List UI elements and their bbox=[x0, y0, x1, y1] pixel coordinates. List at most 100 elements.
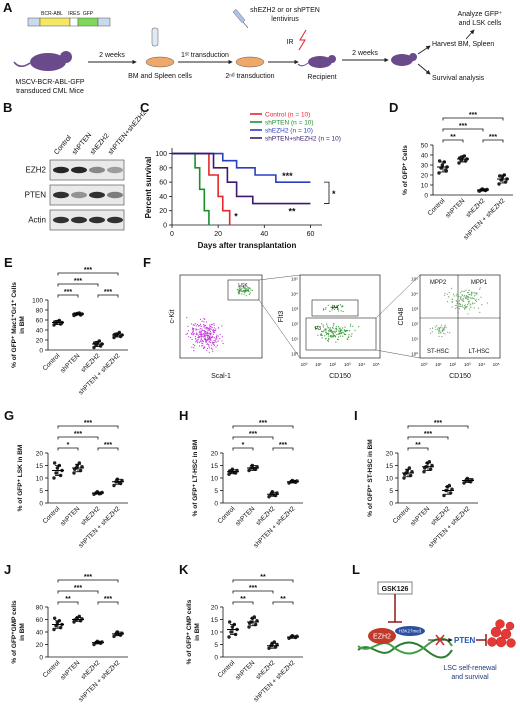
event-dot bbox=[194, 336, 197, 338]
event-dot bbox=[203, 317, 205, 320]
y-tick-label: 5 bbox=[214, 642, 218, 649]
event-dot bbox=[195, 341, 197, 343]
category-label: shPTEN bbox=[59, 505, 81, 527]
event-dot bbox=[196, 332, 198, 334]
event-dot bbox=[326, 333, 329, 335]
ires-segment bbox=[69, 17, 79, 27]
step-label: 2 weeks bbox=[99, 52, 125, 59]
bracket bbox=[272, 601, 294, 605]
event-dot bbox=[317, 328, 319, 330]
event-dot bbox=[475, 300, 478, 303]
flow-y-tick: 10² bbox=[411, 322, 418, 327]
event-dot bbox=[205, 321, 208, 323]
event-dot bbox=[237, 292, 239, 294]
outcome-label: LSC self-renewal bbox=[443, 665, 497, 672]
event-dot bbox=[322, 309, 325, 311]
event-dot bbox=[212, 331, 215, 333]
dish-icon bbox=[145, 56, 175, 68]
data-point bbox=[54, 471, 58, 475]
flow-x-tick: 10³ bbox=[464, 362, 471, 367]
event-dot bbox=[201, 335, 203, 338]
y-tick-label: 0 bbox=[424, 193, 428, 200]
event-dot bbox=[333, 323, 335, 325]
flow-y-label: Flt3 bbox=[278, 311, 285, 323]
event-dot bbox=[337, 308, 340, 310]
event-dot bbox=[195, 340, 198, 342]
donor-label: MSCV-BCR-ABL-GFP bbox=[15, 79, 85, 86]
event-dot bbox=[217, 335, 219, 337]
significance: *** bbox=[104, 289, 112, 296]
event-dot bbox=[331, 334, 333, 336]
event-dot bbox=[199, 330, 201, 332]
legend-label: Control (n = 10) bbox=[265, 111, 310, 118]
significance: * bbox=[234, 211, 238, 221]
event-dot bbox=[460, 297, 462, 299]
bracket bbox=[57, 294, 79, 298]
category-label: shPTEN bbox=[409, 505, 431, 527]
event-dot bbox=[339, 329, 341, 331]
event-dot bbox=[208, 344, 210, 346]
y-tick-label: 20 bbox=[386, 451, 394, 458]
flow-x-tick: 10⁴ bbox=[358, 362, 365, 367]
event-dot bbox=[210, 339, 212, 341]
event-dot bbox=[460, 292, 462, 294]
data-point bbox=[270, 490, 275, 494]
significance: *** bbox=[64, 289, 72, 296]
event-dot bbox=[207, 338, 209, 340]
event-dot bbox=[197, 336, 199, 339]
y-tick-label: 5 bbox=[389, 488, 393, 495]
event-dot bbox=[344, 326, 346, 328]
event-dot bbox=[467, 296, 469, 298]
event-dot bbox=[315, 327, 317, 330]
x-tick-label: 60 bbox=[307, 231, 315, 238]
event-dot bbox=[215, 341, 217, 343]
event-dot bbox=[468, 289, 470, 292]
event-dot bbox=[344, 333, 347, 336]
data-point bbox=[442, 493, 446, 498]
category-label: shPTEN bbox=[59, 659, 81, 681]
y-axis-label: in BM bbox=[19, 316, 26, 334]
event-dot bbox=[204, 331, 206, 334]
flow-x-tick: 10⁰ bbox=[421, 362, 428, 367]
gate bbox=[305, 317, 377, 351]
event-dot bbox=[347, 330, 349, 332]
event-dot bbox=[478, 299, 480, 301]
event-dot bbox=[464, 297, 467, 300]
event-dot bbox=[333, 308, 336, 310]
event-dot bbox=[338, 326, 340, 328]
event-dot bbox=[194, 323, 196, 325]
bracket bbox=[57, 283, 99, 287]
event-dot bbox=[441, 335, 443, 338]
band bbox=[89, 216, 105, 224]
event-dot bbox=[456, 293, 458, 295]
mouse-icon bbox=[13, 51, 72, 71]
event-dot bbox=[338, 332, 341, 335]
flow-x-tick: 10¹ bbox=[315, 362, 322, 367]
bracket bbox=[232, 447, 254, 451]
event-dot bbox=[321, 337, 323, 339]
event-dot bbox=[205, 331, 207, 333]
data-point bbox=[440, 163, 445, 167]
flow-x-tick: 10² bbox=[450, 362, 457, 367]
event-dot bbox=[451, 306, 453, 308]
panel-letter: A bbox=[3, 0, 13, 15]
event-dot bbox=[470, 303, 472, 305]
event-dot bbox=[206, 332, 208, 335]
event-dot bbox=[438, 331, 440, 333]
data-point bbox=[227, 620, 232, 624]
event-dot bbox=[350, 323, 352, 325]
event-dot bbox=[207, 337, 209, 339]
y-tick-label: 10 bbox=[421, 183, 429, 190]
event-dot bbox=[471, 293, 473, 295]
event-dot bbox=[191, 346, 193, 348]
event-dot bbox=[339, 335, 342, 337]
flow-y-tick: 10⁰ bbox=[411, 352, 418, 357]
significance: ** bbox=[65, 596, 71, 603]
event-dot bbox=[473, 307, 475, 309]
row-label: PTEN bbox=[25, 191, 47, 200]
event-dot bbox=[336, 334, 338, 336]
event-dot bbox=[342, 310, 344, 313]
panel-a: A BCR-ABL IRES GFP MSCV-BCR-ABL-GFP tran… bbox=[3, 0, 503, 95]
data-point bbox=[462, 481, 466, 485]
flow-y-label: c-Kit bbox=[169, 309, 176, 323]
